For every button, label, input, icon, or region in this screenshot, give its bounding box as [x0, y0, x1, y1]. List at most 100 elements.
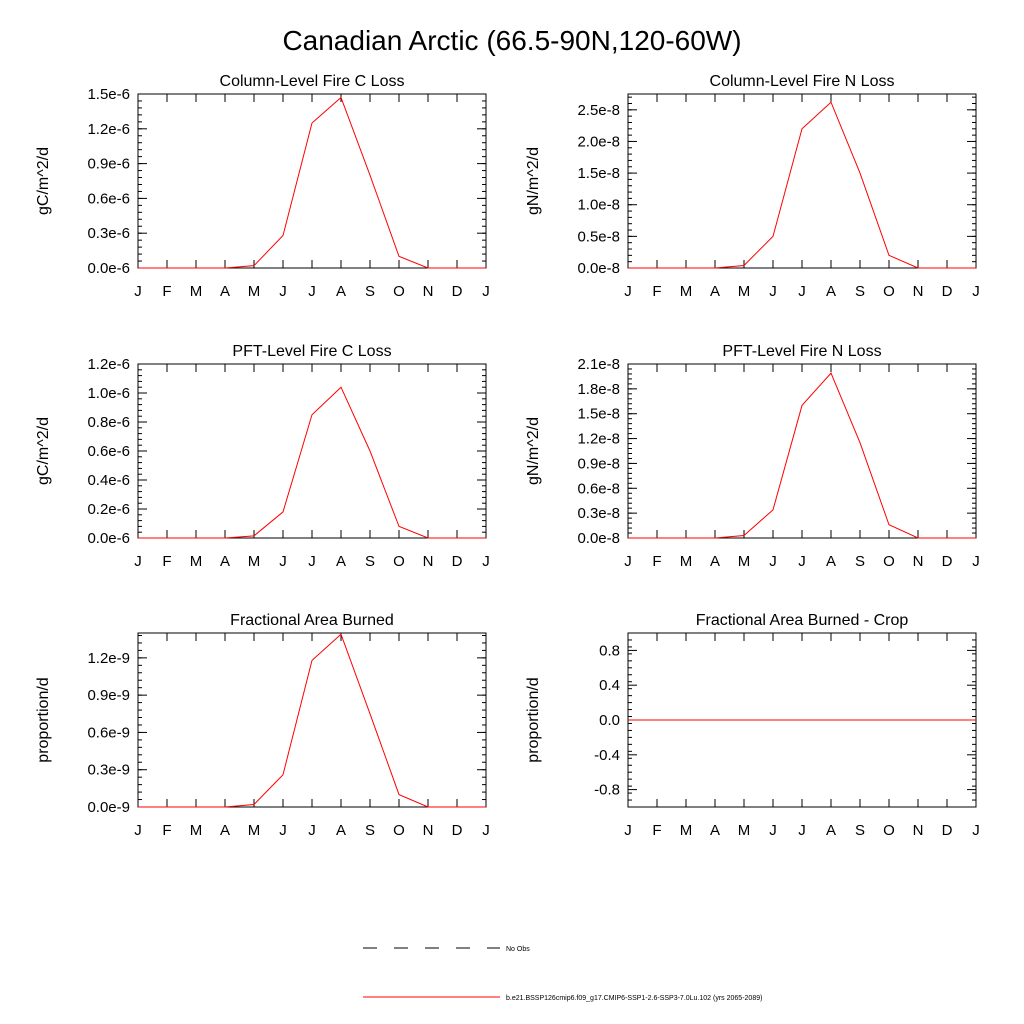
x-tick-label: D [452, 283, 463, 300]
y-tick-label: 0.8 [599, 642, 620, 659]
series-line [138, 386, 486, 539]
figure-title: Canadian Arctic (66.5-90N,120-60W) [282, 25, 741, 56]
y-tick-label: 0.4 [599, 677, 620, 694]
x-tick-label: J [972, 822, 980, 839]
x-tick-label: J [279, 553, 287, 570]
x-tick-label: F [652, 283, 661, 300]
x-tick-label: N [913, 283, 924, 300]
plot-frame [627, 363, 977, 539]
x-tick-label: D [942, 283, 953, 300]
x-tick-label: J [482, 283, 490, 300]
y-axis-label: gC/m^2/d [35, 147, 52, 215]
x-tick-label: F [652, 822, 661, 839]
series-line [138, 96, 486, 269]
x-tick-label: J [798, 822, 806, 839]
x-tick-label: A [710, 822, 720, 839]
x-tick-label: A [826, 553, 836, 570]
x-tick-label: J [279, 822, 287, 839]
y-tick-label: 0.6e-8 [577, 480, 620, 497]
x-tick-label: J [308, 283, 316, 300]
x-tick-label: O [883, 553, 895, 570]
y-tick-label: 2.5e-8 [577, 102, 620, 119]
legend-no-obs-label: No Obs [506, 946, 530, 953]
panel-title: Fractional Area Burned [230, 612, 394, 629]
x-tick-label: A [220, 822, 230, 839]
y-tick-label: 1.0e-8 [577, 197, 620, 214]
x-tick-label: A [826, 822, 836, 839]
x-tick-label: F [162, 283, 171, 300]
x-tick-label: N [913, 553, 924, 570]
x-tick-label: F [162, 822, 171, 839]
x-tick-label: J [972, 553, 980, 570]
y-axis-label: gN/m^2/d [525, 147, 542, 215]
x-tick-label: S [855, 283, 865, 300]
y-tick-label: 0.8e-6 [87, 414, 130, 431]
plot-frame [137, 93, 487, 269]
y-tick-label: 0.0e-8 [577, 260, 620, 277]
y-tick-label: -0.8 [594, 782, 620, 799]
x-tick-label: M [738, 283, 751, 300]
x-tick-label: M [738, 822, 751, 839]
legend: No Obs b.e21.BSSP126cmip6.f09_g17.CMIP6-… [363, 946, 762, 1002]
x-tick-label: J [798, 553, 806, 570]
panel-title: Column-Level Fire C Loss [220, 73, 405, 90]
x-tick-label: J [624, 822, 632, 839]
y-tick-label: 0.5e-8 [577, 228, 620, 245]
x-tick-label: M [190, 553, 203, 570]
x-tick-label: D [942, 822, 953, 839]
x-tick-label: S [365, 822, 375, 839]
x-tick-label: J [798, 283, 806, 300]
panel-title: Column-Level Fire N Loss [710, 73, 895, 90]
x-tick-label: J [482, 822, 490, 839]
x-tick-label: J [308, 822, 316, 839]
plot-frame [627, 93, 977, 269]
y-tick-label: 1.5e-8 [577, 165, 620, 182]
y-tick-label: 0.6e-6 [87, 443, 130, 460]
panel-title: Fractional Area Burned - Crop [696, 612, 909, 629]
y-tick-label: 1.0e-6 [87, 385, 130, 402]
y-tick-label: 2.1e-8 [577, 356, 620, 373]
panel-title: PFT-Level Fire N Loss [722, 343, 881, 360]
y-tick-label: 0.6e-6 [87, 190, 130, 207]
y-tick-label: 0.3e-8 [577, 505, 620, 522]
y-tick-label: 0.0e-9 [87, 799, 130, 816]
y-tick-label: 1.2e-8 [577, 431, 620, 448]
x-tick-label: O [393, 283, 405, 300]
x-tick-label: D [942, 553, 953, 570]
y-tick-label: 0.3e-6 [87, 225, 130, 242]
plot-frame [137, 632, 487, 808]
x-tick-label: M [680, 822, 693, 839]
x-tick-label: N [423, 553, 434, 570]
x-tick-label: M [738, 553, 751, 570]
panel-title: PFT-Level Fire C Loss [232, 343, 391, 360]
x-tick-label: A [826, 283, 836, 300]
x-tick-label: S [855, 822, 865, 839]
x-tick-label: J [308, 553, 316, 570]
y-tick-label: 1.2e-9 [87, 650, 130, 667]
x-tick-label: A [710, 283, 720, 300]
series-line [628, 101, 976, 269]
y-tick-label: 0.9e-9 [87, 687, 130, 704]
y-tick-label: 1.2e-6 [87, 356, 130, 373]
x-tick-label: J [134, 553, 142, 570]
x-tick-label: J [624, 553, 632, 570]
y-axis-label: proportion/d [35, 677, 52, 762]
y-tick-label: 0.9e-6 [87, 156, 130, 173]
y-tick-label: 1.2e-6 [87, 121, 130, 138]
y-tick-label: 0.2e-6 [87, 501, 130, 518]
x-tick-label: J [769, 822, 777, 839]
x-tick-label: A [220, 283, 230, 300]
y-tick-label: 0.3e-9 [87, 762, 130, 779]
x-tick-label: J [972, 283, 980, 300]
x-tick-label: M [680, 553, 693, 570]
y-axis-label: gN/m^2/d [525, 417, 542, 485]
x-tick-label: A [710, 553, 720, 570]
series-line [138, 633, 486, 808]
x-tick-label: F [162, 553, 171, 570]
y-tick-label: 0.0e-8 [577, 530, 620, 547]
